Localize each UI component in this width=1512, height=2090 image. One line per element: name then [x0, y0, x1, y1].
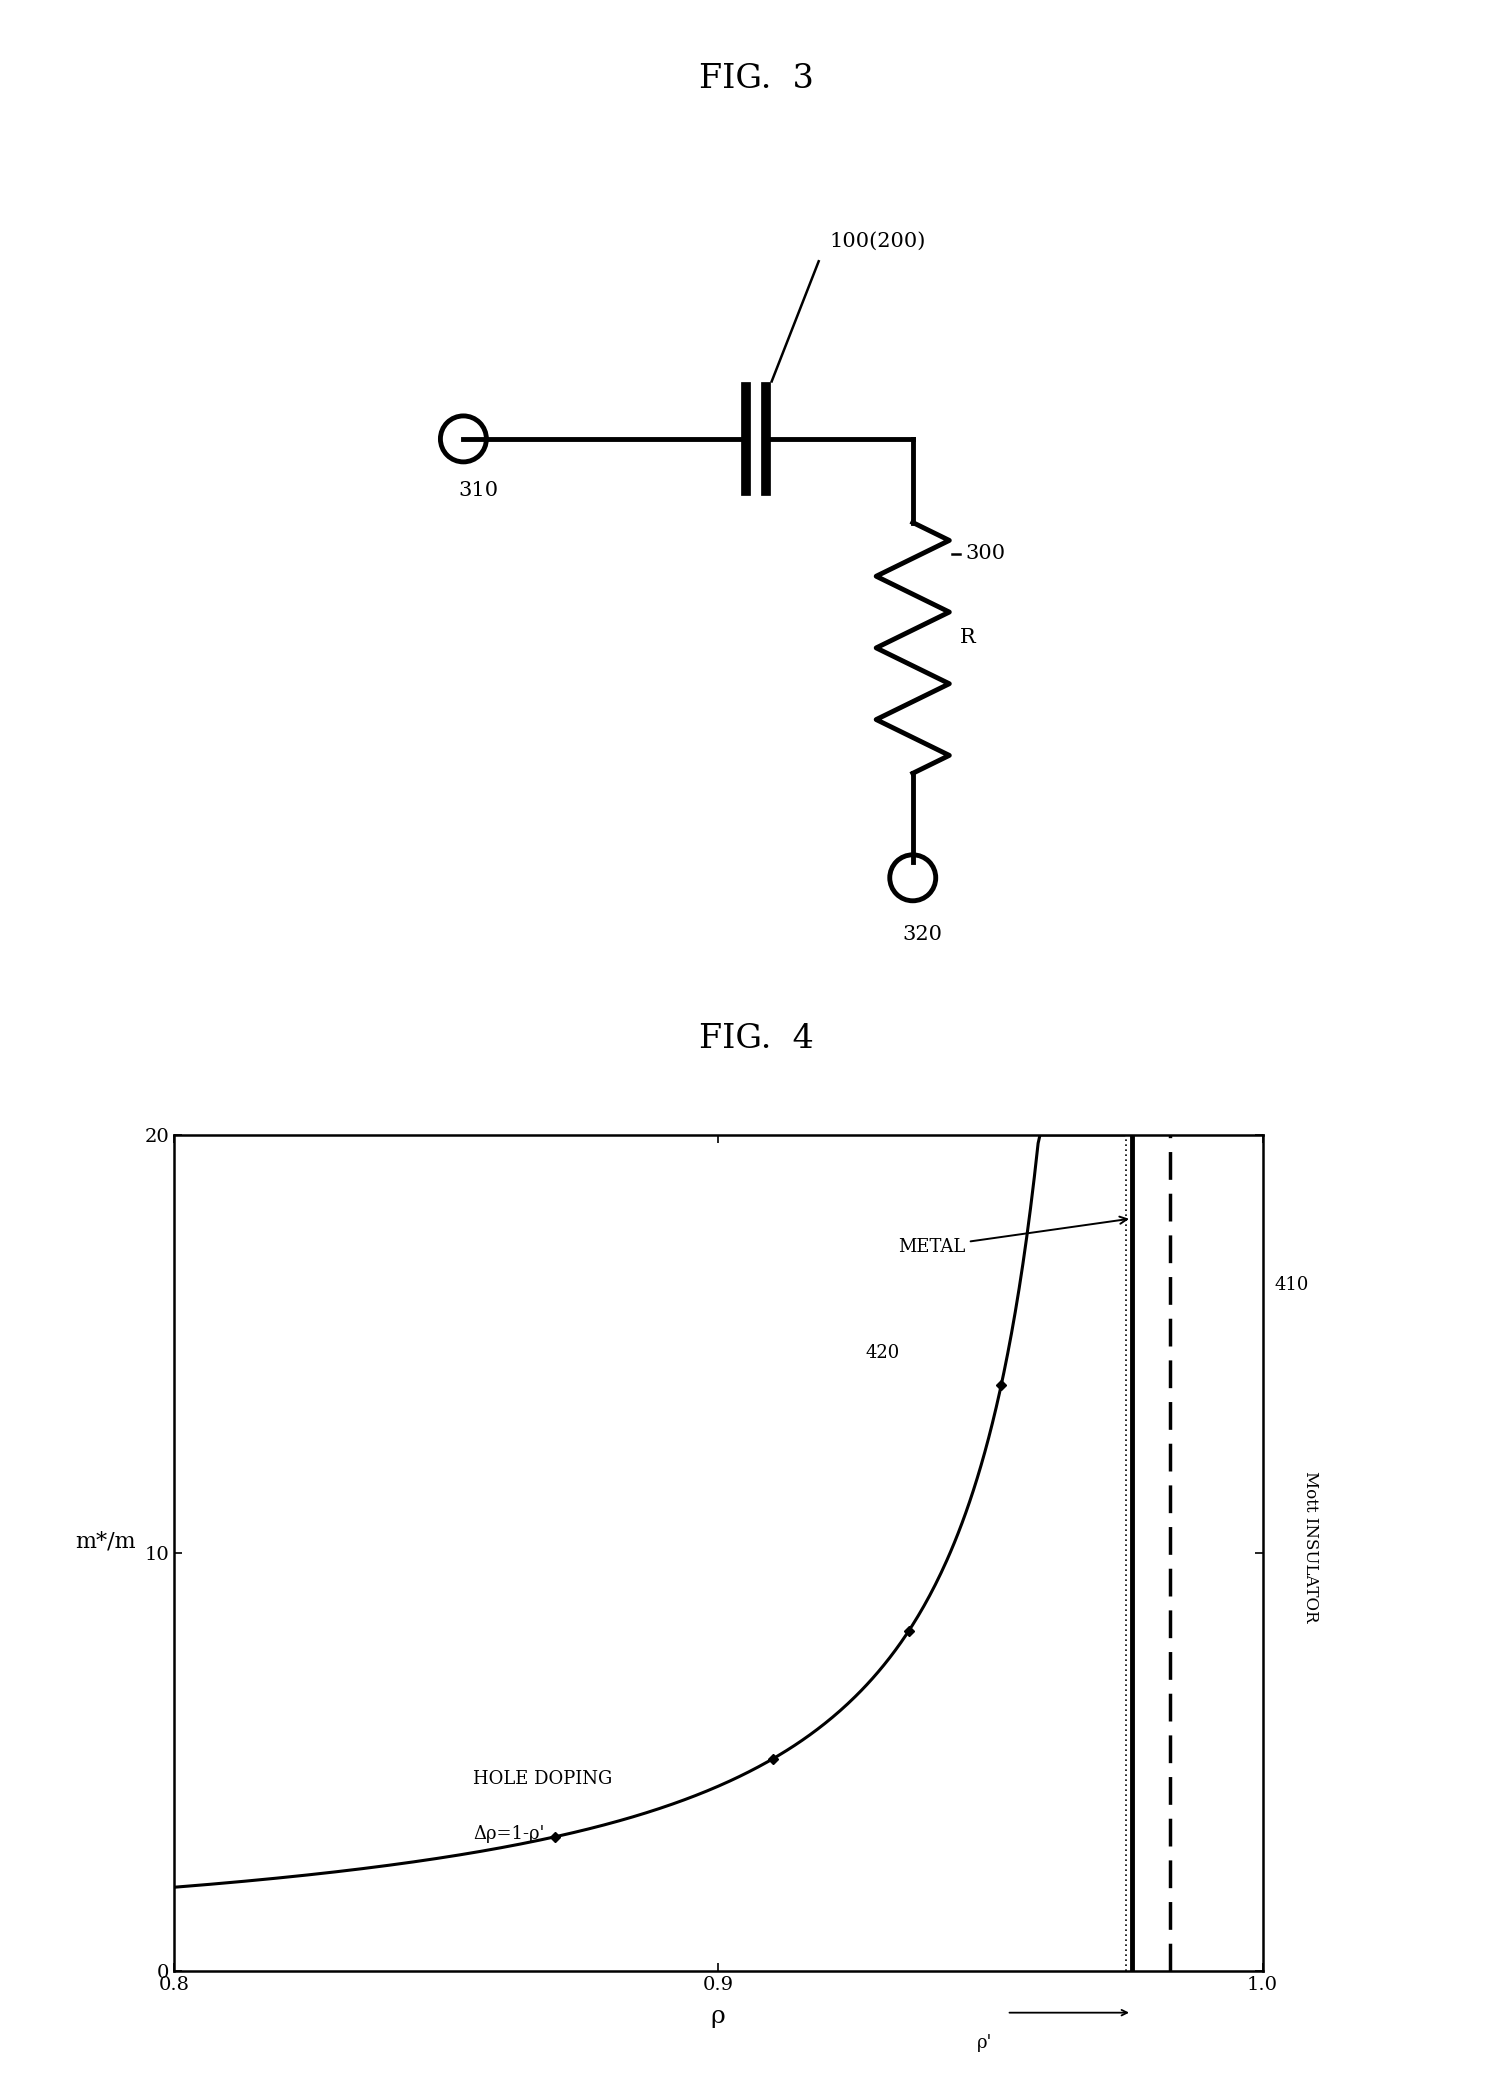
Text: Mott INSULATOR: Mott INSULATOR: [1302, 1471, 1320, 1622]
X-axis label: ρ: ρ: [711, 2004, 726, 2027]
Y-axis label: m*/m: m*/m: [76, 1530, 136, 1553]
Text: 320: 320: [903, 924, 942, 945]
Text: 410: 410: [1275, 1277, 1309, 1294]
Text: 310: 310: [458, 481, 499, 500]
Text: ρ': ρ': [977, 2034, 992, 2052]
Text: 420: 420: [865, 1344, 900, 1363]
Text: FIG.  4: FIG. 4: [699, 1024, 813, 1055]
Text: 300: 300: [965, 543, 1005, 564]
Text: Δρ=1-ρ': Δρ=1-ρ': [473, 1825, 544, 1843]
Text: FIG.  3: FIG. 3: [699, 63, 813, 94]
Text: METAL: METAL: [898, 1216, 1126, 1256]
Text: 100(200): 100(200): [829, 232, 925, 251]
Text: R: R: [960, 627, 975, 648]
Text: HOLE DOPING: HOLE DOPING: [473, 1770, 612, 1789]
